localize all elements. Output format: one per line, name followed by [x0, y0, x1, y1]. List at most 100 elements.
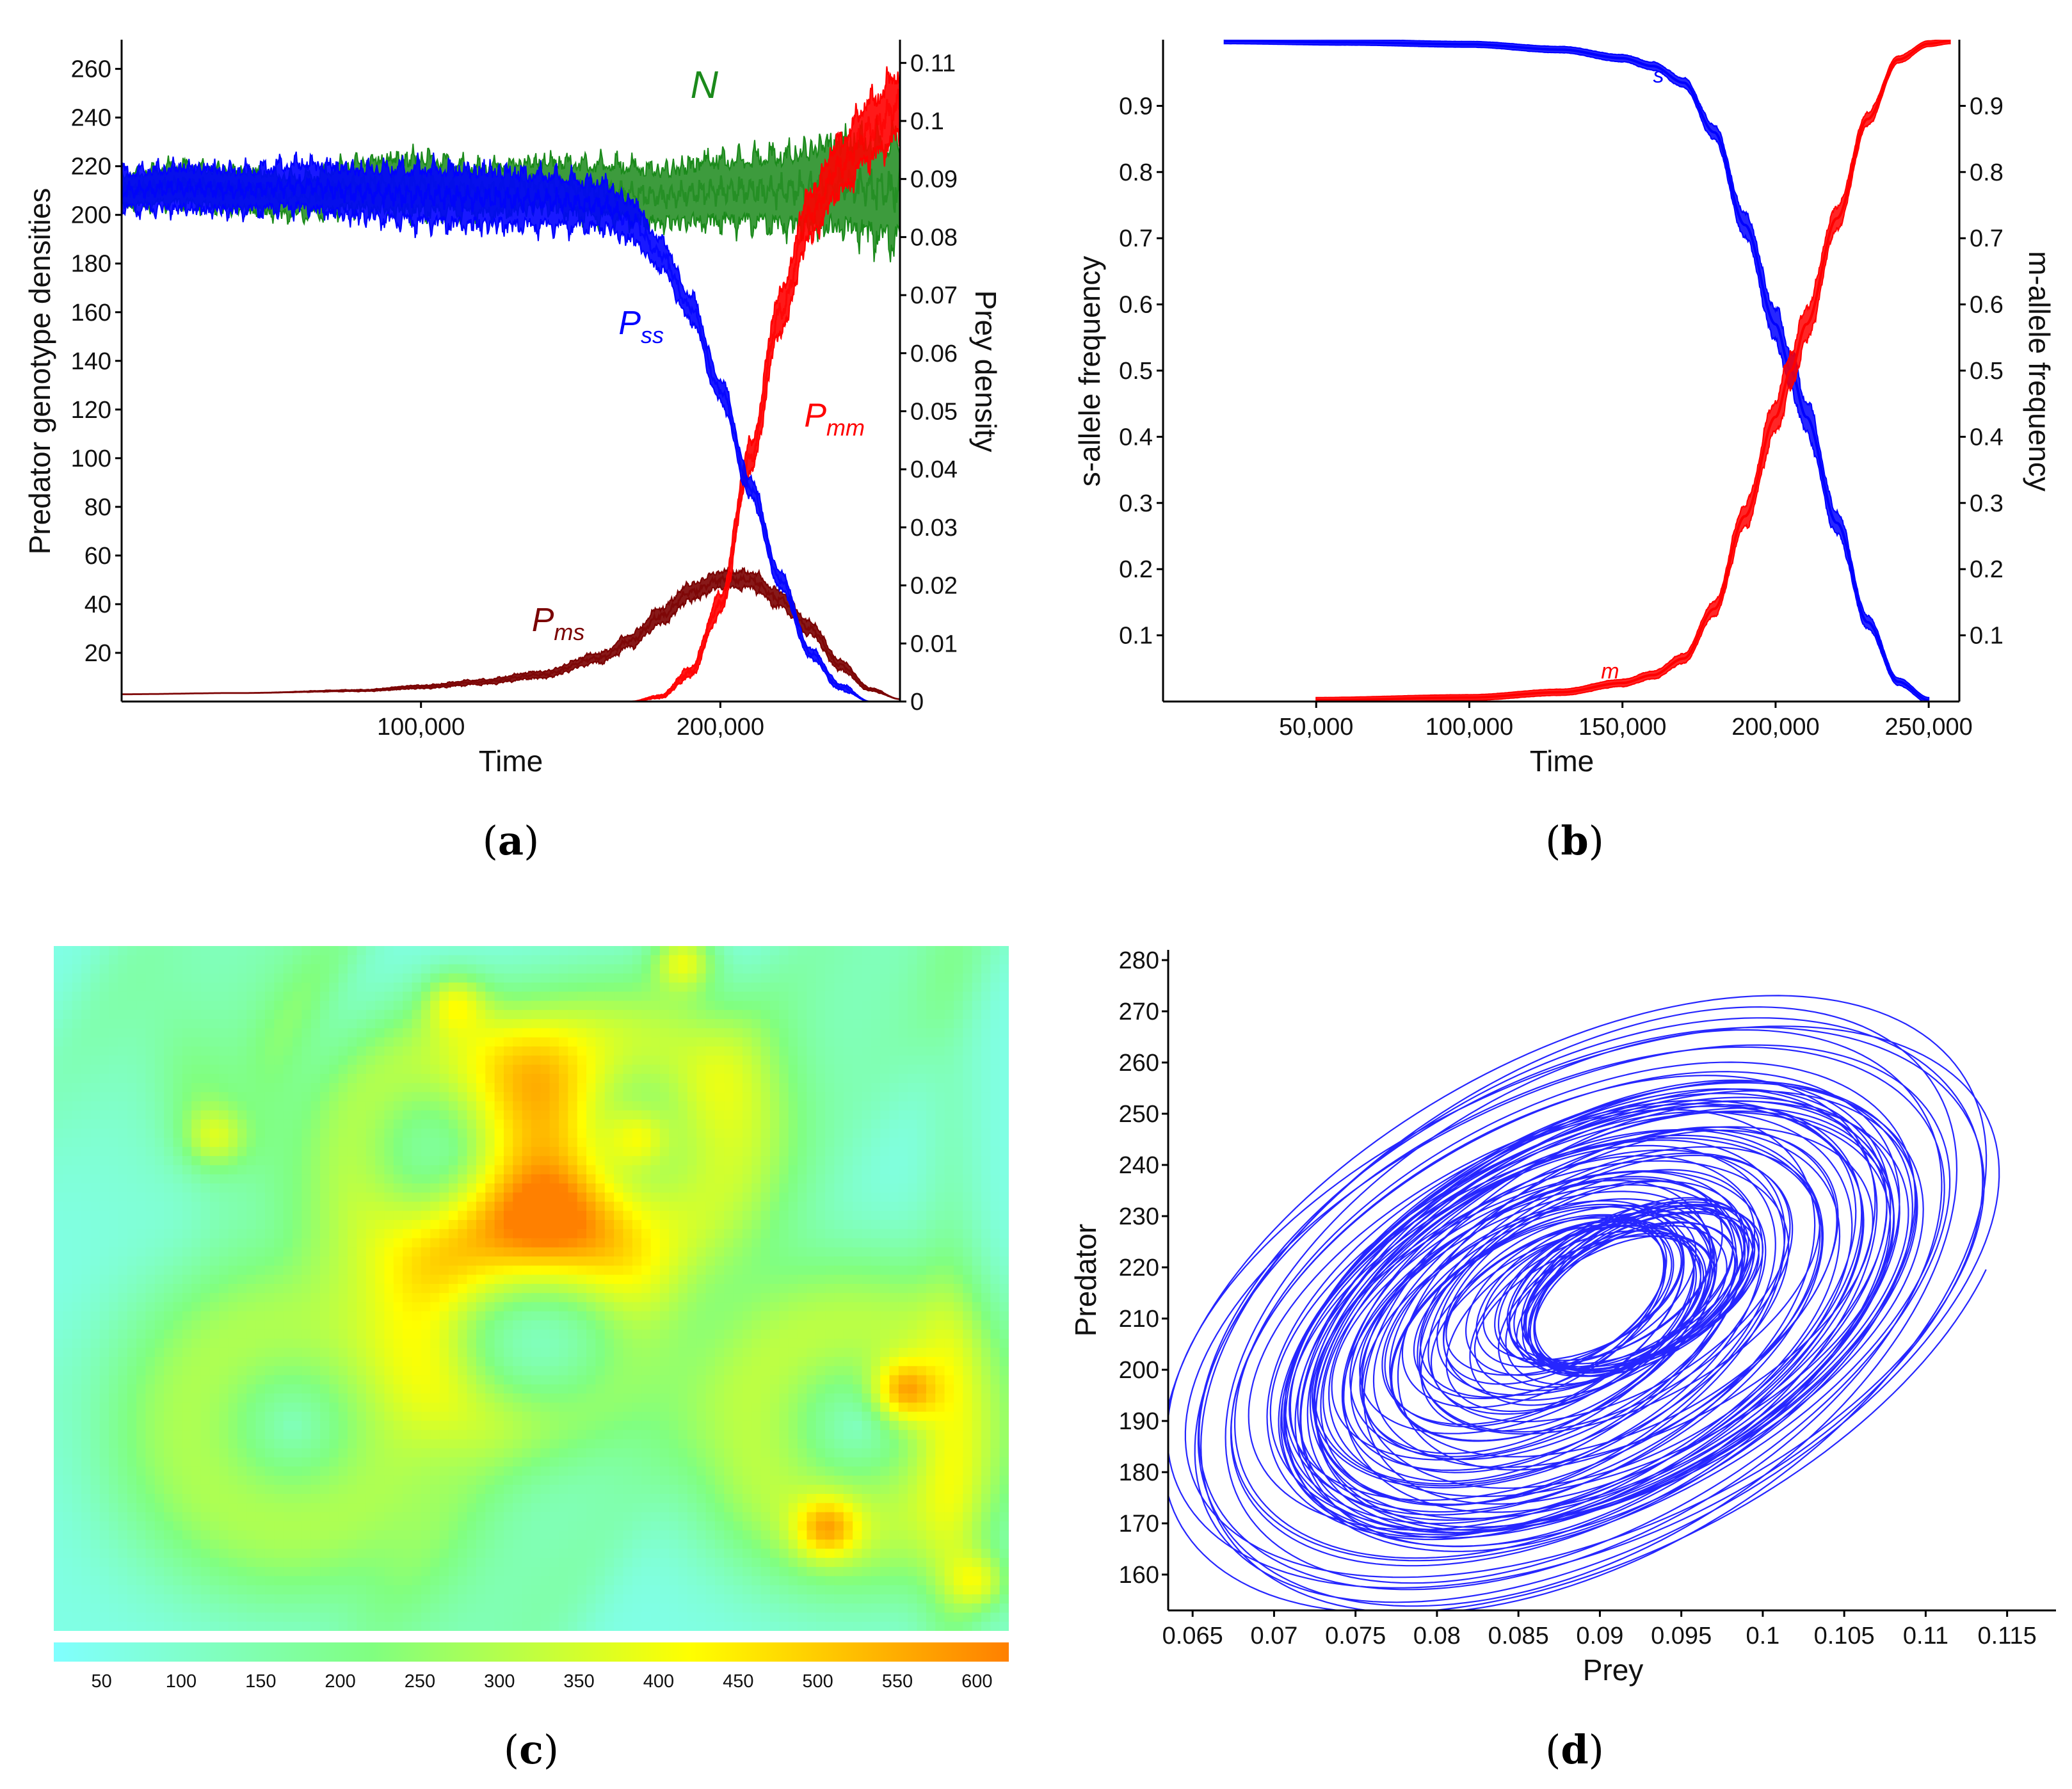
- heatmap-cell: [650, 1028, 661, 1038]
- heatmap-cell: [109, 1165, 119, 1175]
- heatmap-cell: [632, 1201, 642, 1212]
- heatmap-cell: [678, 1146, 688, 1157]
- heatmap-cell: [559, 1009, 569, 1020]
- heatmap-cell: [825, 1293, 835, 1303]
- heatmap-cell: [650, 1046, 661, 1056]
- heatmap-cell: [118, 1302, 128, 1312]
- heatmap-cell: [751, 964, 762, 974]
- heatmap-cell: [458, 1229, 468, 1239]
- heatmap-cell: [843, 1019, 853, 1029]
- heatmap-cell: [412, 1210, 422, 1221]
- heatmap-cell: [705, 1238, 716, 1248]
- heatmap-cell: [641, 1019, 652, 1029]
- heatmap-cell: [458, 1028, 468, 1038]
- heatmap-cell: [944, 1357, 954, 1367]
- heatmap-cell: [246, 1137, 257, 1148]
- heatmap-cell: [375, 1119, 385, 1130]
- heatmap-cell: [403, 1220, 413, 1230]
- heatmap-cell: [595, 946, 606, 956]
- heatmap-cell: [430, 1347, 440, 1358]
- heatmap-cell: [568, 973, 578, 983]
- heatmap-cell: [274, 1366, 284, 1376]
- heatmap-cell: [164, 1009, 174, 1020]
- heatmap-cell: [384, 1183, 394, 1193]
- heatmap-cell: [54, 1009, 64, 1020]
- heatmap-cell: [834, 1201, 844, 1212]
- heatmap-cell: [136, 973, 147, 983]
- heatmap-cell: [779, 1019, 789, 1029]
- heatmap-cell: [549, 1338, 559, 1349]
- heatmap-cell: [889, 1302, 899, 1312]
- heatmap-cell: [255, 1357, 266, 1367]
- heatmap-cell: [853, 1046, 863, 1056]
- heatmap-cell: [742, 1146, 753, 1157]
- heatmap-cell: [127, 1274, 137, 1285]
- heatmap-cell: [604, 1338, 614, 1349]
- heatmap-cell: [154, 1174, 165, 1184]
- heatmap-cell: [182, 973, 192, 983]
- heatmap-cell: [990, 1037, 1000, 1047]
- heatmap-cell: [109, 991, 119, 1002]
- heatmap-cell: [687, 1156, 698, 1166]
- heatmap-cell: [136, 1128, 147, 1139]
- heatmap-cell: [853, 1064, 863, 1075]
- heatmap-cell: [274, 946, 284, 956]
- heatmap-cell: [448, 1037, 459, 1047]
- heatmap-cell: [467, 1156, 477, 1166]
- heatmap-cell: [421, 1347, 431, 1358]
- heatmap-cell: [659, 1000, 670, 1011]
- heatmap-cell: [274, 1174, 284, 1184]
- heatmap-cell: [705, 955, 716, 965]
- heatmap-cell: [540, 1183, 550, 1193]
- heatmap-cell: [54, 1274, 64, 1285]
- heatmap-cell: [503, 1028, 514, 1038]
- heatmap-cell: [320, 1137, 330, 1148]
- heatmap-cell: [99, 1347, 109, 1358]
- heatmap-cell: [815, 1220, 826, 1230]
- heatmap-cell: [522, 1302, 532, 1312]
- heatmap-cell: [476, 1000, 486, 1011]
- heatmap-cell: [90, 973, 100, 983]
- heatmap-cell: [209, 1083, 220, 1093]
- heatmap-cell: [733, 1274, 743, 1285]
- heatmap-cell: [412, 1283, 422, 1294]
- heatmap-cell: [595, 1037, 606, 1047]
- heatmap-cell: [99, 1083, 109, 1093]
- heatmap-cell: [293, 1338, 303, 1349]
- heatmap-cell: [559, 1256, 569, 1267]
- heatmap-cell: [595, 1256, 606, 1267]
- heatmap-cell: [650, 1201, 661, 1212]
- heatmap-cell: [365, 1210, 376, 1221]
- heatmap-cell: [990, 1265, 1000, 1276]
- heatmap-cell: [219, 1210, 229, 1221]
- heatmap-cell: [384, 1137, 394, 1148]
- heatmap-cell: [310, 955, 321, 965]
- heatmap-cell: [228, 1083, 238, 1093]
- heatmap-cell: [650, 1174, 661, 1184]
- heatmap-cell: [200, 1046, 211, 1056]
- heatmap-cell: [412, 1119, 422, 1130]
- heatmap-cell: [293, 1101, 303, 1111]
- heatmap-cell: [458, 1183, 468, 1193]
- heatmap-cell: [586, 1037, 597, 1047]
- heatmap-cell: [54, 1000, 64, 1011]
- heatmap-cell: [953, 1146, 964, 1157]
- heatmap-cell: [917, 1274, 927, 1285]
- heatmap-cell: [154, 1165, 165, 1175]
- heatmap-cell: [568, 1201, 578, 1212]
- heatmap-cell: [264, 1274, 275, 1285]
- heatmap-cell: [604, 1000, 614, 1011]
- heatmap-cell: [494, 1283, 504, 1294]
- heatmap-cell: [687, 1009, 698, 1020]
- heatmap-cell: [173, 1338, 183, 1349]
- heatmap-cell: [320, 1183, 330, 1193]
- heatmap-cell: [981, 1210, 992, 1221]
- heatmap-cell: [815, 973, 826, 983]
- heatmap-cell: [834, 1146, 844, 1157]
- heatmap-cell: [862, 1210, 872, 1221]
- heatmap-cell: [880, 1092, 890, 1102]
- heatmap-cell: [365, 1366, 376, 1376]
- heatmap-cell: [788, 1329, 798, 1340]
- heatmap-cell: [283, 1192, 293, 1203]
- heatmap-cell: [145, 1174, 156, 1184]
